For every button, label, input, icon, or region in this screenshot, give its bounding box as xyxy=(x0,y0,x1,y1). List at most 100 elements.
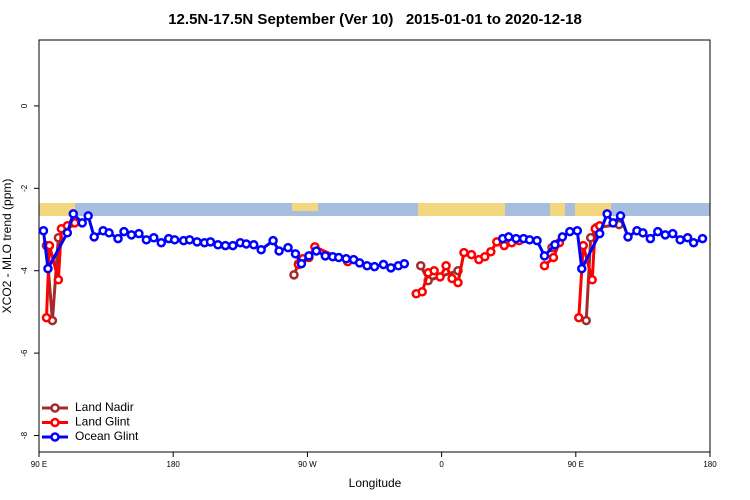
data-point xyxy=(417,286,427,297)
data-point xyxy=(435,272,445,282)
data-point xyxy=(333,252,344,263)
data-point xyxy=(539,261,550,271)
data-point xyxy=(608,218,618,228)
data-point xyxy=(304,251,314,261)
data-point xyxy=(548,252,559,263)
y-tick-label: 0 xyxy=(20,103,29,108)
data-point xyxy=(156,237,167,248)
data-point xyxy=(539,251,550,261)
data-point xyxy=(283,242,293,253)
data-point xyxy=(119,226,129,237)
data-point xyxy=(667,228,678,239)
data-point xyxy=(184,235,195,245)
x-tick-label: 180 xyxy=(167,460,181,469)
legend-label: Land Nadir xyxy=(75,400,134,414)
data-point xyxy=(134,228,144,239)
data-point xyxy=(113,233,123,244)
data-point xyxy=(43,263,53,274)
data-point xyxy=(688,237,699,248)
data-point xyxy=(581,315,591,326)
y-tick-label: -4 xyxy=(20,267,29,275)
data-point xyxy=(459,247,469,258)
legend-marker xyxy=(50,403,60,413)
data-point xyxy=(256,244,266,255)
land-patch xyxy=(418,203,505,216)
data-point xyxy=(274,246,284,256)
data-point xyxy=(524,235,535,245)
data-point xyxy=(653,226,663,237)
data-point xyxy=(83,211,93,221)
data-point xyxy=(192,237,202,247)
data-point xyxy=(378,259,389,270)
data-point xyxy=(557,232,568,242)
data-point xyxy=(565,226,575,237)
data-point xyxy=(660,230,671,240)
data-point xyxy=(486,247,496,257)
land-patch xyxy=(575,203,611,216)
y-axis-label: XCO2 - MLO trend (ppm) xyxy=(0,179,14,314)
data-point xyxy=(228,240,238,251)
plot-frame xyxy=(38,39,711,453)
data-point xyxy=(205,237,216,247)
data-point xyxy=(369,261,380,272)
land-ocean-strip xyxy=(39,203,710,216)
data-point xyxy=(386,263,396,273)
data-point xyxy=(399,258,410,269)
data-point xyxy=(572,226,583,236)
data-point xyxy=(550,240,560,250)
data-point xyxy=(587,275,597,285)
data-point xyxy=(149,233,159,243)
data-point xyxy=(320,251,331,261)
land-patch xyxy=(292,203,318,211)
land-patch xyxy=(550,203,565,216)
data-point xyxy=(62,228,73,238)
data-point xyxy=(169,235,180,245)
legend-label: Land Glint xyxy=(75,415,130,429)
data-point xyxy=(41,312,52,323)
data-point xyxy=(89,232,99,242)
data-point xyxy=(341,254,351,264)
x-tick-label: 180 xyxy=(703,460,717,469)
data-point xyxy=(415,261,426,271)
data-point xyxy=(53,275,64,285)
y-tick-label: -6 xyxy=(20,349,29,357)
data-point xyxy=(213,240,223,250)
data-point xyxy=(248,240,259,250)
data-point xyxy=(362,261,372,271)
data-point xyxy=(453,277,463,288)
y-tick-label: -8 xyxy=(20,431,29,439)
data-point xyxy=(480,251,490,262)
chart-title: 12.5N-17.5N September (Ver 10) 2015-01-0… xyxy=(168,11,582,28)
x-tick-label: 0 xyxy=(439,460,444,469)
legend-marker xyxy=(50,417,60,428)
data-point xyxy=(77,218,87,228)
data-point xyxy=(38,226,49,236)
data-point xyxy=(466,249,477,260)
data-point xyxy=(503,232,514,242)
data-point xyxy=(220,240,231,251)
data-point xyxy=(602,209,612,219)
data-point xyxy=(594,228,605,239)
data-point xyxy=(268,235,278,246)
data-point xyxy=(441,261,451,271)
data-point xyxy=(289,270,299,280)
data-point xyxy=(447,273,457,284)
data-point xyxy=(574,312,584,323)
data-point xyxy=(511,233,521,244)
land-patch xyxy=(39,203,75,216)
data-point xyxy=(697,233,708,244)
data-point xyxy=(615,211,626,221)
data-point xyxy=(290,249,301,259)
legend-label: Ocean Glint xyxy=(75,429,139,443)
data-point xyxy=(638,228,648,238)
data-point xyxy=(241,239,252,249)
data-point xyxy=(577,263,587,274)
data-point xyxy=(126,230,137,240)
legend-marker xyxy=(50,432,60,442)
x-axis-label: Longitude xyxy=(349,476,402,490)
data-point xyxy=(296,258,307,269)
data-point xyxy=(311,246,322,256)
x-tick-label: 90 E xyxy=(568,460,584,469)
